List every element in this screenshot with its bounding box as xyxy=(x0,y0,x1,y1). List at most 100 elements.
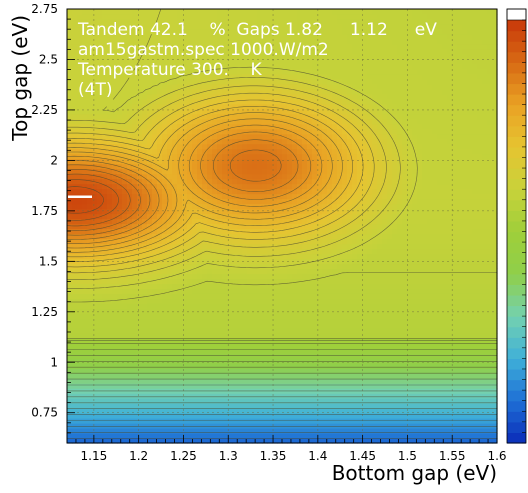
heatmap-cell xyxy=(122,178,128,185)
heatmap-cell xyxy=(292,9,298,15)
heatmap-cell xyxy=(212,158,218,165)
heatmap-cell xyxy=(257,158,263,165)
heatmap-cell xyxy=(112,338,118,344)
heatmap-cell xyxy=(162,383,168,389)
heatmap-cell xyxy=(287,328,293,334)
heatmap-cell xyxy=(257,353,263,359)
heatmap-cell xyxy=(272,98,278,105)
heatmap-cell xyxy=(132,393,138,399)
heatmap-cell xyxy=(167,183,173,190)
heatmap-cell xyxy=(317,318,323,324)
heatmap-cell xyxy=(297,358,303,364)
heatmap-cell xyxy=(302,313,308,319)
heatmap-cell xyxy=(87,33,93,40)
heatmap-cell xyxy=(262,48,268,55)
heatmap-cell xyxy=(282,223,288,230)
heatmap-cell xyxy=(87,203,93,210)
heatmap-cell xyxy=(217,258,223,265)
heatmap-cell xyxy=(337,173,343,180)
heatmap-cell xyxy=(347,138,353,145)
heatmap-cell xyxy=(347,268,353,274)
heatmap-cell xyxy=(222,208,228,215)
heatmap-cell xyxy=(147,298,153,304)
heatmap-cell xyxy=(237,258,243,265)
heatmap-cell xyxy=(117,43,123,50)
heatmap-cell xyxy=(177,353,183,359)
heatmap-cell xyxy=(67,113,73,120)
heatmap-cell xyxy=(337,258,343,265)
heatmap-cell xyxy=(232,358,238,364)
heatmap-cell xyxy=(82,48,88,55)
heatmap-cell xyxy=(297,48,303,55)
heatmap-cell xyxy=(262,73,268,80)
heatmap-cell xyxy=(222,298,228,304)
heatmap-cell xyxy=(227,283,233,289)
heatmap-cell xyxy=(352,323,358,329)
heatmap-cell xyxy=(77,273,83,279)
heatmap-cell xyxy=(247,428,253,434)
heatmap-cell xyxy=(122,138,128,145)
heatmap-cell xyxy=(257,308,263,314)
heatmap-cell xyxy=(237,308,243,314)
heatmap-cell xyxy=(337,358,343,364)
heatmap-cell xyxy=(182,33,188,40)
heatmap-cell xyxy=(117,293,123,299)
heatmap-cell xyxy=(277,238,283,245)
heatmap-cell xyxy=(342,358,348,364)
heatmap-cell xyxy=(87,68,93,75)
heatmap-cell xyxy=(272,198,278,205)
heatmap-cell xyxy=(87,323,93,329)
heatmap-cell xyxy=(182,13,188,20)
heatmap-cell xyxy=(112,218,118,225)
heatmap-cell xyxy=(227,358,233,364)
heatmap-cell xyxy=(87,233,93,240)
heatmap-cell xyxy=(172,123,178,130)
heatmap-cell xyxy=(307,253,313,260)
heatmap-cell xyxy=(272,268,278,274)
heatmap-cell xyxy=(117,413,123,419)
heatmap-cell xyxy=(107,148,113,155)
heatmap-cell xyxy=(122,308,128,314)
heatmap-cell xyxy=(137,133,143,140)
heatmap-cell xyxy=(347,433,353,439)
heatmap-cell xyxy=(287,193,293,200)
heatmap-cell xyxy=(217,308,223,314)
heatmap-cell xyxy=(112,363,118,369)
heatmap-cell xyxy=(72,228,78,235)
heatmap-cell xyxy=(292,48,298,55)
heatmap-cell xyxy=(292,23,298,30)
heatmap-cell xyxy=(257,18,263,25)
heatmap-cell xyxy=(142,143,148,150)
heatmap-cell xyxy=(137,328,143,334)
heatmap-cell xyxy=(202,183,208,190)
heatmap-cell xyxy=(337,233,343,240)
heatmap-cell xyxy=(182,253,188,260)
heatmap-cell xyxy=(112,243,118,250)
heatmap-cell xyxy=(112,158,118,165)
heatmap-cell xyxy=(247,83,253,90)
heatmap-cell xyxy=(237,398,243,404)
heatmap-cell xyxy=(342,148,348,155)
heatmap-cell xyxy=(247,178,253,185)
heatmap-cell xyxy=(272,63,278,70)
heatmap-cell xyxy=(272,248,278,255)
heatmap-cell xyxy=(342,43,348,50)
heatmap-cell xyxy=(297,403,303,409)
heatmap-cell xyxy=(137,258,143,265)
heatmap-cell xyxy=(287,258,293,265)
heatmap-cell xyxy=(287,168,293,175)
heatmap-cell xyxy=(107,153,113,160)
heatmap-cell xyxy=(162,253,168,260)
heatmap-cell xyxy=(247,9,253,15)
heatmap-cell xyxy=(222,308,228,314)
heatmap-cell xyxy=(307,108,313,115)
heatmap-cell xyxy=(267,168,273,175)
heatmap-cell xyxy=(282,413,288,419)
heatmap-cell xyxy=(132,198,138,205)
heatmap-cell xyxy=(267,53,273,60)
heatmap-cell xyxy=(147,88,153,95)
heatmap-cell xyxy=(137,138,143,145)
heatmap-cell xyxy=(102,248,108,255)
heatmap-cell xyxy=(242,363,248,369)
heatmap-cell xyxy=(162,53,168,60)
